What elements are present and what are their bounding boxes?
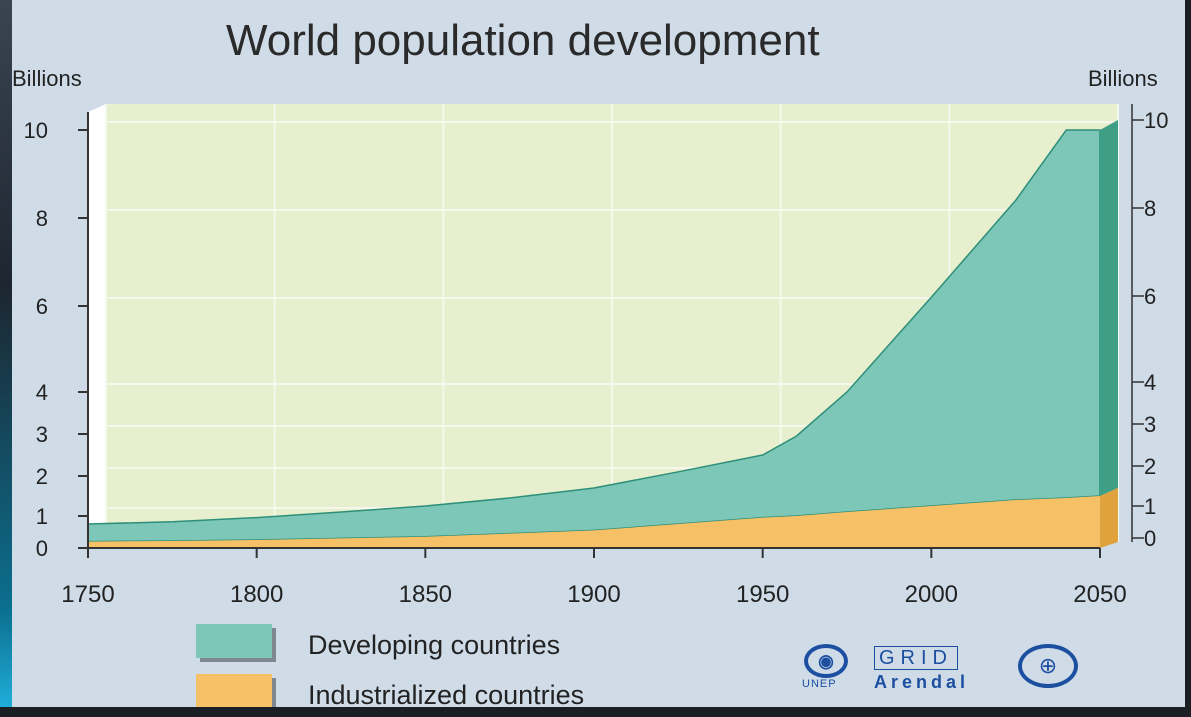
area-industrialized-countries — [88, 496, 1100, 548]
y-tick-right-label-1: 1 — [1144, 494, 1156, 519]
x-tick-label-2050: 2050 — [1073, 581, 1126, 608]
y-tick-left-label-3: 3 — [36, 422, 48, 447]
chart-title: World population development — [226, 16, 820, 65]
legend-label-developing: Developing countries — [308, 630, 561, 660]
grid-logo-text: GRID — [874, 646, 958, 670]
y-tick-left-label-8: 8 — [36, 206, 48, 231]
y-tick-left-label-10: 10 — [24, 118, 48, 143]
x-tick-label-1900: 1900 — [567, 581, 620, 608]
y-tick-right-label-2: 2 — [1144, 454, 1156, 479]
y-tick-right-label-4: 4 — [1144, 370, 1156, 395]
bottom-frame-edge — [0, 707, 1191, 717]
arendal-logo-text: Arendal — [874, 672, 970, 692]
legend-label-industrialized: Industrialized countries — [308, 680, 585, 710]
y-tick-left-label-4: 4 — [36, 380, 48, 405]
y-tick-right-label-3: 3 — [1144, 412, 1156, 437]
y-tick-right-label-8: 8 — [1144, 196, 1156, 221]
y-tick-right-label-6: 6 — [1144, 284, 1156, 309]
x-tick-label-1750: 1750 — [61, 581, 114, 608]
x-tick-label-1850: 1850 — [399, 581, 452, 608]
x-tick-label-1800: 1800 — [230, 581, 283, 608]
left-frame-edge — [0, 0, 12, 717]
y-tick-left-label-1: 1 — [36, 504, 48, 529]
right-axis-unit: Billions — [1088, 66, 1158, 91]
side-face-industrialized — [1100, 488, 1118, 548]
x-tick-label-1950: 1950 — [736, 581, 789, 608]
left-axis-unit: Billions — [12, 66, 82, 91]
legend-swatch-industrialized — [196, 674, 276, 712]
unep-logo-text: UNEP — [802, 678, 837, 690]
right-frame-edge — [1185, 0, 1191, 717]
x-tick-label-2000: 2000 — [905, 581, 958, 608]
y-tick-right-label-0: 0 — [1144, 526, 1156, 551]
unep-logo-icon: ◉ — [804, 644, 848, 678]
plot-left-wall — [88, 104, 106, 548]
y-tick-left-label-6: 6 — [36, 294, 48, 319]
y-tick-right-label-10: 10 — [1144, 108, 1168, 133]
un-emblem-icon: ⊕ — [1018, 644, 1078, 688]
y-tick-left-label-0: 0 — [36, 536, 48, 561]
partner-logos: ◉ UNEP GRID Arendal ⊕ — [800, 640, 1090, 696]
legend-swatch-developing — [196, 624, 276, 662]
side-face-developing — [1100, 120, 1118, 496]
y-tick-left-label-2: 2 — [36, 464, 48, 489]
